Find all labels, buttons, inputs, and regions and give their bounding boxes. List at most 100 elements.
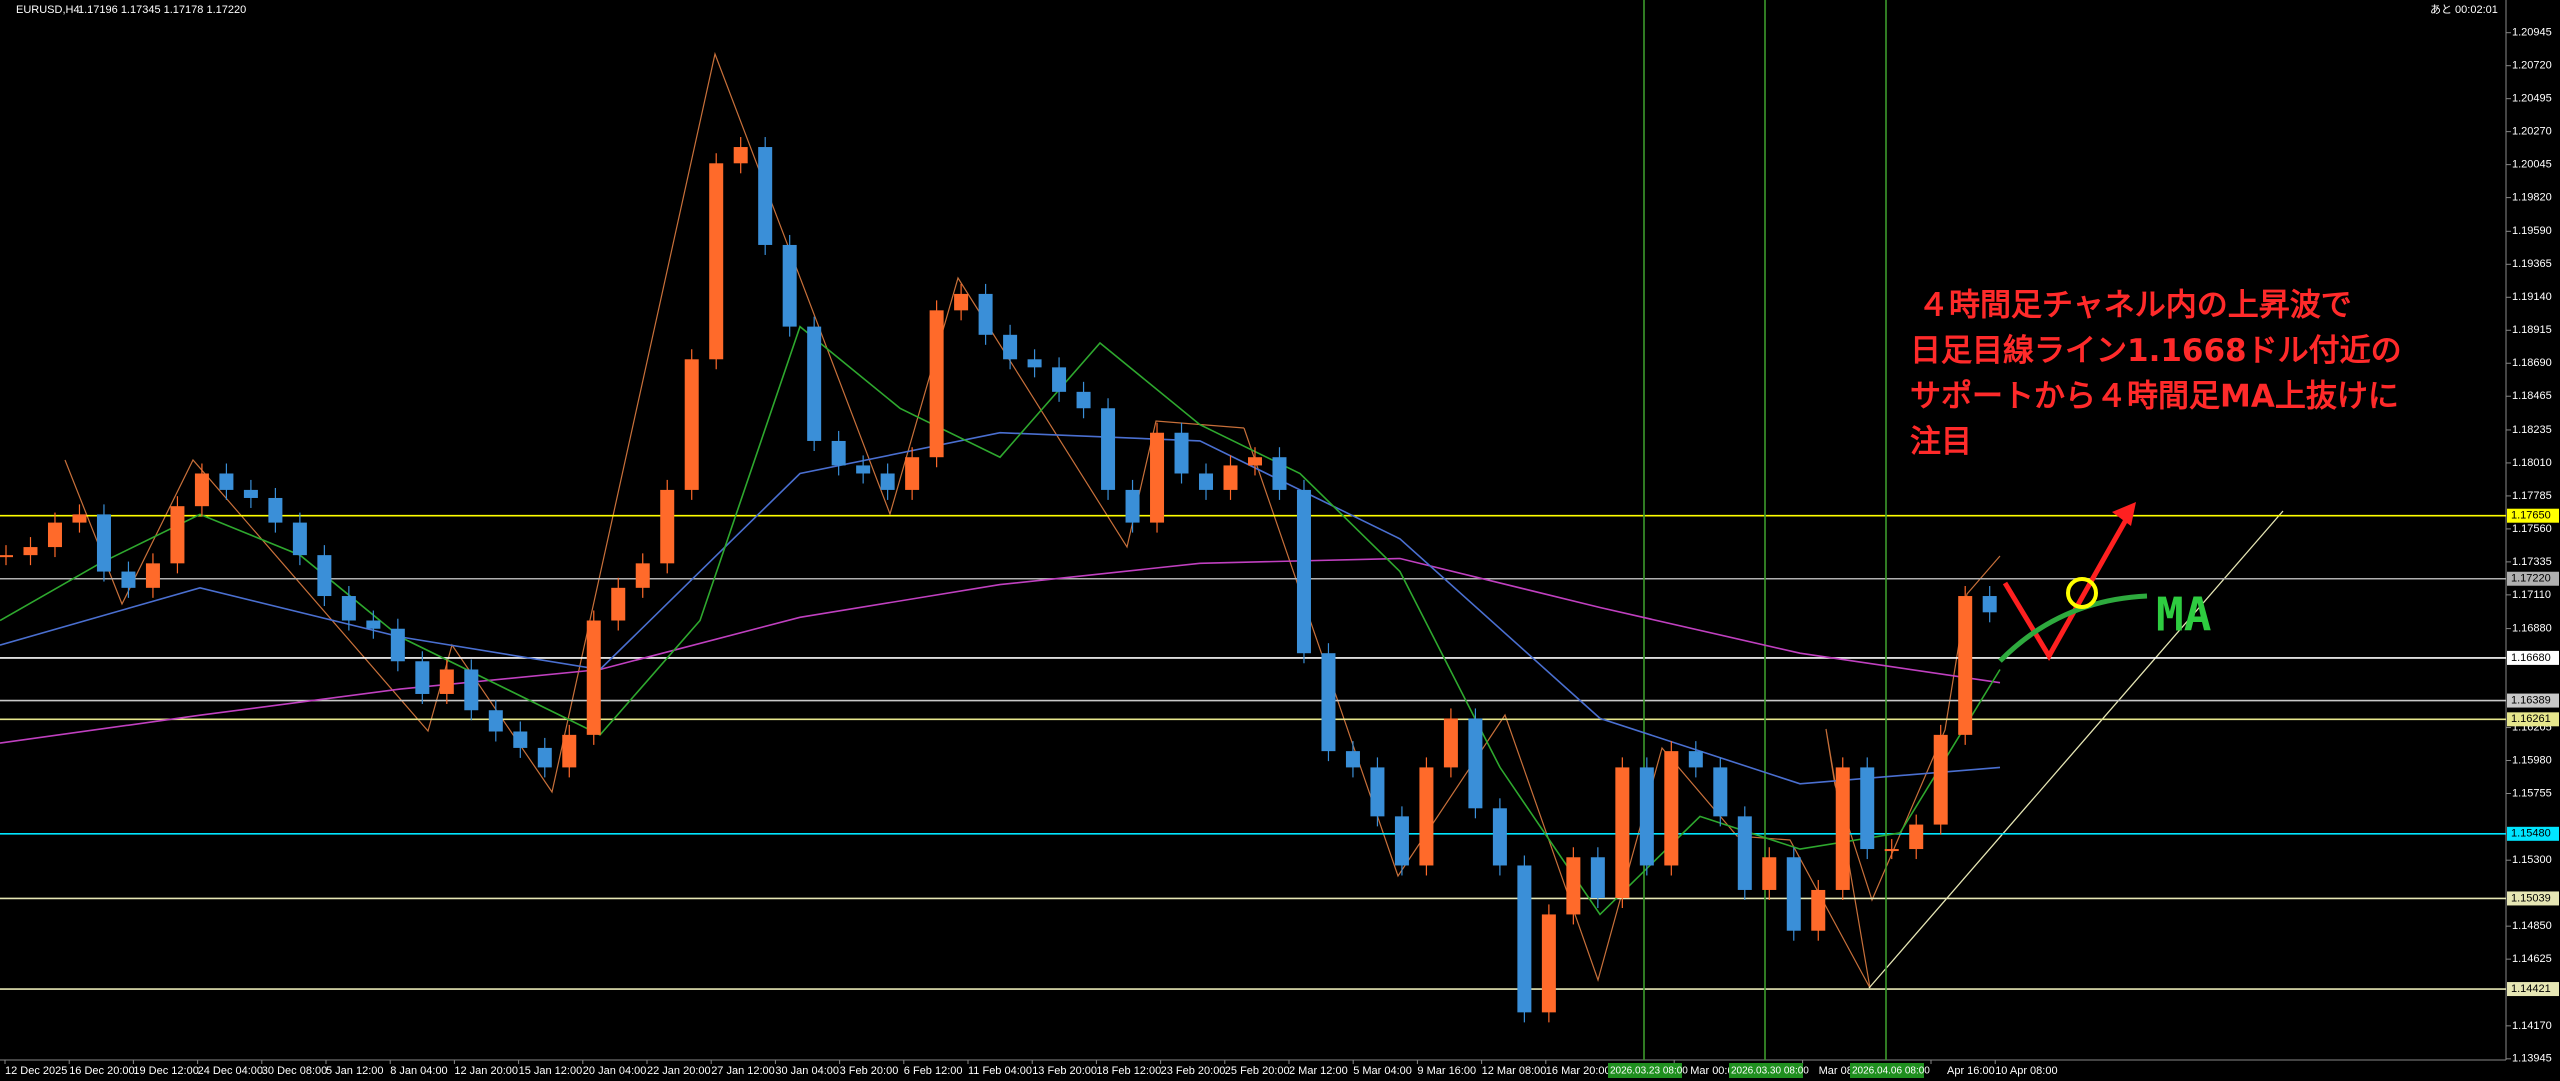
candle xyxy=(1199,473,1214,490)
level-tag xyxy=(2507,650,2559,665)
candle xyxy=(1150,432,1165,523)
marker-label: 2026.03.23 08:00 xyxy=(1610,1066,1688,1077)
candle xyxy=(978,293,993,335)
y-tick-label: 1.18465 xyxy=(2512,390,2552,402)
candle xyxy=(611,587,626,621)
candle xyxy=(880,473,895,490)
candle xyxy=(1762,857,1777,890)
y-tick-label: 1.13945 xyxy=(2512,1053,2552,1065)
y-tick-label: 1.18010 xyxy=(2512,457,2552,469)
candle xyxy=(1272,457,1287,490)
y-tick-label: 1.15980 xyxy=(2512,754,2552,766)
candle xyxy=(1590,857,1605,899)
candle xyxy=(1664,751,1679,866)
x-tick-label: 20 Jan 04:00 xyxy=(583,1065,647,1077)
level-label: 1.15480 xyxy=(2511,828,2551,840)
candle xyxy=(390,628,405,662)
x-tick-label: 12 Jan 20:00 xyxy=(454,1065,518,1077)
candle xyxy=(1003,334,1018,360)
candle xyxy=(415,661,430,694)
channel-line xyxy=(1868,510,2284,989)
ma-label: MA xyxy=(2156,588,2211,642)
candle xyxy=(1860,767,1875,850)
y-tick-label: 1.20945 xyxy=(2512,27,2552,39)
candle xyxy=(317,555,332,597)
x-tick-label: 19 Dec 12:00 xyxy=(133,1065,198,1077)
level-label: 1.16261 xyxy=(2511,713,2551,725)
y-tick-label: 1.14170 xyxy=(2512,1020,2552,1032)
candle xyxy=(292,522,307,556)
y-tick-label: 1.17110 xyxy=(2512,589,2551,601)
candle xyxy=(219,473,234,490)
candle xyxy=(1688,751,1703,768)
x-tick-label: 12 Mar 08:00 xyxy=(1482,1065,1547,1077)
candle xyxy=(121,571,136,588)
x-tick-label: 9 Mar 16:00 xyxy=(1417,1065,1476,1077)
x-tick-label: 3 Feb 20:00 xyxy=(840,1065,899,1077)
candle xyxy=(1933,734,1948,825)
y-tick-label: 1.16880 xyxy=(2512,622,2552,634)
x-tick-label: 16 Dec 20:00 xyxy=(69,1065,134,1077)
candle xyxy=(1052,367,1067,392)
candle xyxy=(96,514,111,572)
candle xyxy=(758,147,773,245)
x-tick-label: 15 Jan 12:00 xyxy=(519,1065,583,1077)
candle xyxy=(170,506,185,564)
candle xyxy=(1419,767,1434,866)
candle xyxy=(513,731,528,748)
hand-drawing xyxy=(1998,502,2148,663)
candle xyxy=(194,473,209,507)
candle xyxy=(1443,718,1458,768)
annotation: ４時間足チャネル内の上昇波で xyxy=(1918,288,2352,324)
x-tick-label: 5 Mar 04:00 xyxy=(1353,1065,1412,1077)
level-tag xyxy=(2507,693,2559,708)
candle xyxy=(586,620,601,735)
y-tick-label: 1.20045 xyxy=(2512,159,2552,171)
candle xyxy=(47,522,62,548)
candle xyxy=(733,147,748,164)
candle xyxy=(1982,596,1997,613)
candle xyxy=(905,457,920,490)
candle xyxy=(684,359,699,490)
candle xyxy=(1639,767,1654,866)
candle xyxy=(243,489,258,498)
y-tick-label: 1.20270 xyxy=(2512,126,2552,138)
x-tick-label: 30 Dec 08:00 xyxy=(262,1065,327,1077)
candle xyxy=(0,555,13,558)
candle xyxy=(439,669,454,694)
level-label: 1.16680 xyxy=(2511,652,2551,664)
candle xyxy=(1737,816,1752,890)
ohlc: 1.17196 1.17345 1.17178 1.17220 xyxy=(78,4,246,16)
candle xyxy=(1345,751,1360,768)
x-tick-label: 24 Dec 04:00 xyxy=(198,1065,263,1077)
level-tag xyxy=(2507,508,2559,523)
y-tick-label: 1.18690 xyxy=(2512,357,2552,369)
candle xyxy=(1811,889,1826,931)
x-tick-label: 16 Mar 20:00 xyxy=(1546,1065,1611,1077)
candle xyxy=(1492,808,1507,866)
marker-label: 2026.04.06 08:00 xyxy=(1852,1066,1930,1077)
yellow-circle xyxy=(2066,577,2098,609)
candle xyxy=(464,669,479,711)
annotation: 注目 xyxy=(1910,424,1972,460)
x-tick-label: 25 Feb 20:00 xyxy=(1225,1065,1290,1077)
x-tick-label: 27 Jan 12:00 xyxy=(711,1065,775,1077)
candle xyxy=(1884,849,1899,852)
marker-tag xyxy=(1850,1063,1924,1078)
candle xyxy=(1370,767,1385,817)
x-tick-label: 22 Jan 20:00 xyxy=(647,1065,711,1077)
y-tick-label: 1.19365 xyxy=(2512,258,2552,270)
x-tick-label: 23 Feb 20:00 xyxy=(1161,1065,1226,1077)
level-tag xyxy=(2507,891,2559,906)
x-tick-label: 18 Feb 12:00 xyxy=(1096,1065,1161,1077)
candle xyxy=(1101,408,1116,490)
candle xyxy=(1835,767,1850,890)
candle xyxy=(831,440,846,466)
candle xyxy=(1223,465,1238,490)
annotation: 日足目線ライン1.1668ドル付近の xyxy=(1910,333,2402,369)
level-label: 1.17220 xyxy=(2511,573,2551,585)
x-tick-label: Mar 00:00 xyxy=(1690,1065,1740,1077)
x-tick-label: 2 Mar 12:00 xyxy=(1289,1065,1348,1077)
